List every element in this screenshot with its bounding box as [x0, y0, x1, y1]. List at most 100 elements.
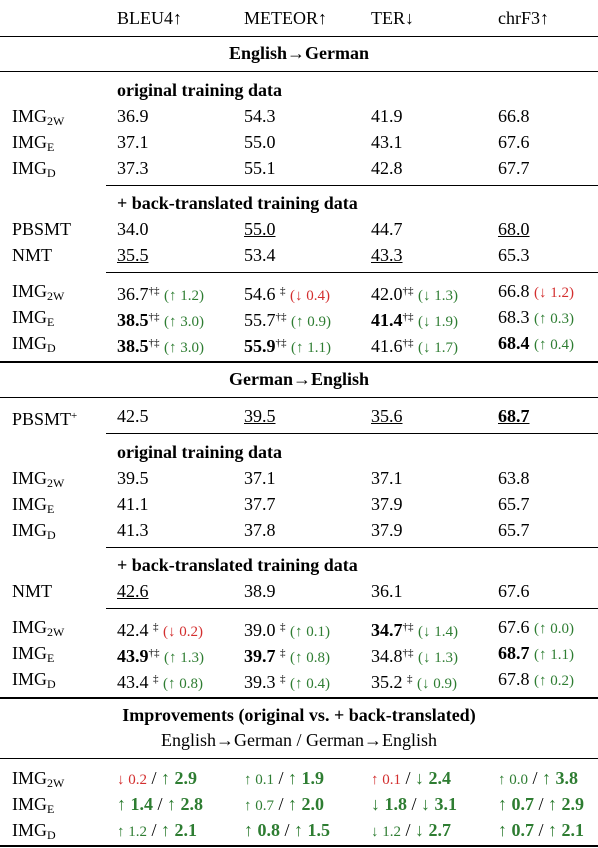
chrf-cell: 68.7 (↑ 1.1)	[498, 643, 574, 663]
meteor-cell: 38.9	[244, 581, 276, 601]
table-row: NMT 42.6 38.9 36.1 67.6	[0, 579, 598, 603]
meteor-cell: 37.8	[244, 520, 276, 540]
table-row: IMGD 37.3 55.1 42.8 67.7	[0, 156, 598, 180]
table-row: IMGE 41.1 37.7 37.9 65.7	[0, 492, 598, 516]
meteor-cell: 37.7	[244, 494, 276, 514]
rule	[106, 272, 598, 273]
bleu-cell: 43.9†‡ (↑ 1.3)	[117, 646, 204, 666]
model-name: IMG2W	[12, 768, 65, 790]
ter-cell: 41.9	[371, 106, 403, 126]
rule	[106, 608, 598, 609]
chrf-cell: 67.8 (↑ 0.2)	[498, 669, 574, 689]
bleu-cell: 42.4 ‡ (↓ 0.2)	[117, 620, 203, 640]
table-row: IMGD 41.3 37.8 37.9 65.7	[0, 518, 598, 542]
meteor-cell: 39.5	[244, 406, 276, 426]
model-name: IMGD	[12, 520, 56, 542]
model-name: NMT	[12, 245, 52, 265]
group-title-original: original training data	[117, 80, 283, 100]
model-name: IMG2W	[12, 281, 65, 303]
ter-cell: 42.0†‡ (↓ 1.3)	[371, 284, 458, 304]
bleu-cell: 42.5	[117, 406, 149, 426]
meteor-cell: 39.0 ‡ (↑ 0.1)	[244, 620, 330, 640]
model-name: IMG2W	[12, 106, 65, 128]
ter-cell: 43.3	[371, 245, 403, 265]
bleu-cell: 34.0	[117, 219, 149, 239]
rule	[0, 36, 598, 37]
meteor-cell: 55.0	[244, 219, 276, 239]
group-title-backtranslated: + back-translated training data	[117, 555, 358, 575]
chrf-cell: ↑ 0.7 / ↑ 2.9	[498, 794, 585, 814]
bleu-cell: 38.5†‡ (↑ 3.0)	[117, 336, 204, 356]
rule	[106, 185, 598, 186]
meteor-cell: ↑ 0.1 / ↑ 1.9	[244, 768, 325, 788]
table-row: IMG2W 39.5 37.1 37.1 63.8	[0, 466, 598, 490]
bleu-cell: 38.5†‡ (↑ 3.0)	[117, 310, 204, 330]
ter-cell: 44.7	[371, 219, 403, 239]
section-subtitle-improvements: English→German / German→English	[161, 730, 437, 750]
model-name: IMG2W	[12, 617, 65, 639]
rule	[0, 697, 598, 699]
chrf-cell: 65.7	[498, 494, 530, 514]
meteor-cell: 39.7 ‡ (↑ 0.8)	[244, 646, 330, 666]
bleu-cell: 41.3	[117, 520, 149, 540]
chrf-cell: 68.3 (↑ 0.3)	[498, 307, 574, 327]
model-name: IMG2W	[12, 468, 65, 490]
rule	[0, 361, 598, 363]
table-row: PBSMT+ 42.5 39.5 35.6 68.7	[0, 404, 598, 429]
ter-cell: 37.9	[371, 494, 403, 514]
ter-cell: 36.1	[371, 581, 403, 601]
rule	[106, 547, 598, 548]
ter-cell: 37.9	[371, 520, 403, 540]
ter-cell: 34.8†‡ (↓ 1.3)	[371, 646, 458, 666]
model-name: PBSMT+	[12, 409, 78, 429]
rule	[0, 758, 598, 759]
meteor-cell: 54.6 ‡ (↓ 0.4)	[244, 284, 330, 304]
table-row: IMGE ↑ 1.4 / ↑ 2.8 ↑ 0.7 / ↑ 2.0 ↓ 1.8 /…	[0, 792, 598, 816]
model-name: NMT	[12, 581, 52, 601]
table-row: IMGE 43.9†‡ (↑ 1.3) 39.7 ‡ (↑ 0.8) 34.8†…	[0, 641, 598, 666]
meteor-cell: 55.1	[244, 158, 276, 178]
group-title-original: original training data	[117, 442, 283, 462]
meteor-cell: 55.7†‡ (↑ 0.9)	[244, 310, 331, 330]
col-header-bleu4: BLEU4↑	[117, 8, 182, 28]
ter-cell: ↓ 1.8 / ↓ 3.1	[371, 794, 458, 814]
bleu-cell: ↓ 0.2 / ↑ 2.9	[117, 768, 198, 788]
chrf-cell: 68.4 (↑ 0.4)	[498, 333, 574, 353]
col-header-chrf3: chrF3↑	[498, 8, 549, 28]
bleu-cell: 39.5	[117, 468, 149, 488]
section-title-de-en: German→English	[228, 369, 370, 389]
model-name: IMGE	[12, 132, 55, 154]
bleu-cell: 43.4 ‡ (↑ 0.8)	[117, 672, 203, 692]
model-name: IMGD	[12, 158, 56, 180]
meteor-cell: ↑ 0.8 / ↑ 1.5	[244, 820, 331, 840]
table-row: IMGD 43.4 ‡ (↑ 0.8) 39.3 ‡ (↑ 0.4) 35.2 …	[0, 667, 598, 692]
chrf-cell: 67.7	[498, 158, 530, 178]
ter-cell: 42.8	[371, 158, 403, 178]
table-row: IMGD 38.5†‡ (↑ 3.0) 55.9†‡ (↑ 1.1) 41.6†…	[0, 331, 598, 356]
model-name: IMGE	[12, 643, 55, 665]
model-name: IMGD	[12, 333, 56, 355]
table-row: NMT 35.5 53.4 43.3 65.3	[0, 243, 598, 267]
ter-cell: 41.6†‡ (↓ 1.7)	[371, 336, 458, 356]
bleu-cell: 37.3	[117, 158, 149, 178]
section-title-en-de: English→German	[228, 43, 370, 63]
model-name: IMGD	[12, 669, 56, 691]
chrf-cell: ↑ 0.7 / ↑ 2.1	[498, 820, 585, 840]
meteor-cell: 37.1	[244, 468, 276, 488]
ter-cell: ↓ 1.2 / ↓ 2.7	[371, 820, 452, 840]
chrf-cell: 63.8	[498, 468, 530, 488]
table-row: IMG2W 36.9 54.3 41.9 66.8	[0, 104, 598, 128]
col-header-meteor: METEOR↑	[244, 8, 327, 28]
rule	[0, 71, 598, 72]
ter-cell: 35.2 ‡ (↓ 0.9)	[371, 672, 457, 692]
ter-cell: 35.6	[371, 406, 403, 426]
section-title-improvements: Improvements (original vs. + back-transl…	[122, 705, 476, 725]
bleu-cell: 35.5	[117, 245, 149, 265]
meteor-cell: 54.3	[244, 106, 276, 126]
rule	[106, 433, 598, 434]
chrf-cell: 67.6	[498, 132, 530, 152]
table-row: IMGD ↑ 1.2 / ↑ 2.1 ↑ 0.8 / ↑ 1.5 ↓ 1.2 /…	[0, 818, 598, 842]
bleu-cell: 36.9	[117, 106, 149, 126]
table-row: IMGE 37.1 55.0 43.1 67.6	[0, 130, 598, 154]
rule	[0, 845, 598, 847]
